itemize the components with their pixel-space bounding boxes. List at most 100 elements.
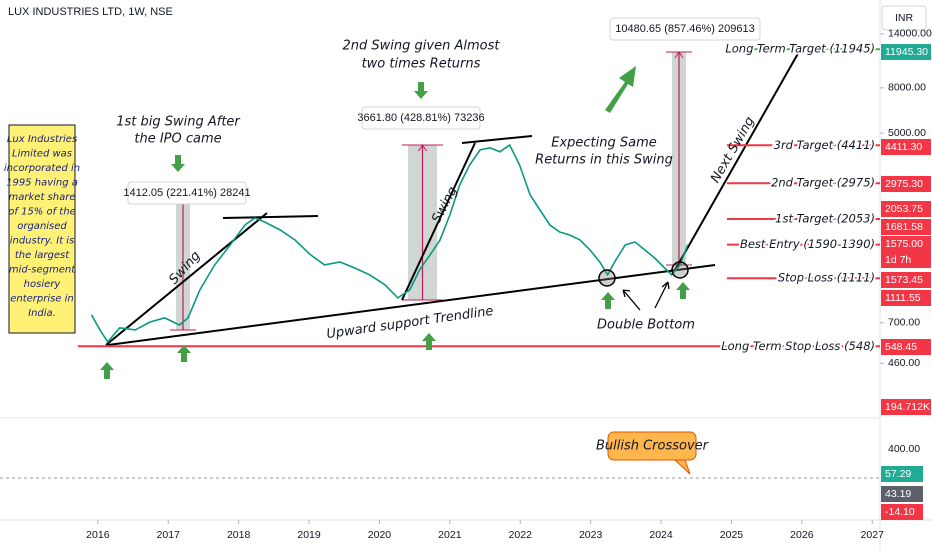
up-arrow (100, 362, 114, 379)
trendline (107, 264, 716, 346)
level-label: Best Entry (1590-1390) (740, 237, 875, 251)
info-line: market share (9, 192, 76, 203)
x-tick-label: 2018 (227, 529, 251, 541)
info-line: of 15% of the (8, 207, 75, 218)
bottom-marker (671, 261, 689, 279)
measure-box (127, 181, 247, 205)
info-line: the largest (15, 250, 70, 261)
price-box-label: 1681.58 (885, 221, 923, 233)
info-line: Limited was (12, 149, 72, 160)
level-label: Long Term Stop Loss (548) (721, 339, 875, 353)
price-box (881, 139, 931, 155)
info-line: Lux Industries (7, 134, 77, 145)
bottom-marker (598, 269, 616, 287)
price-box (881, 201, 931, 217)
x-tick-label: 2016 (86, 529, 110, 541)
currency[interactable]: INR (895, 12, 914, 24)
y-tick-label: 460.00 (888, 357, 920, 369)
level-label: 3rd Target (4411) (774, 138, 875, 152)
annotation: Returns in this Swing (535, 153, 673, 168)
callout-tail (673, 459, 691, 475)
annotation: the IPO came (134, 132, 221, 147)
trendline (105, 212, 268, 346)
info-line: industry. It is (10, 236, 75, 247)
up-arrow (676, 282, 690, 299)
price-box-label: 1573.45 (885, 274, 923, 286)
currency-button[interactable] (881, 5, 927, 31)
measure-label: 3661.80 (428.81%) 73236 (357, 112, 484, 124)
trendline (222, 215, 319, 219)
macd-box-label: -14.10 (885, 506, 915, 518)
price-box-label: 2975.30 (885, 178, 923, 190)
macd-box (881, 466, 923, 482)
price-box-label: 1575.00 (885, 238, 923, 250)
x-tick-label: 2026 (790, 529, 814, 541)
pointer-arrow (622, 289, 641, 311)
price-box-label: 1d 7h (885, 254, 911, 266)
level-label: 2nd Target (2975) (771, 176, 875, 190)
x-tick-label: 2025 (720, 529, 744, 541)
price-line (90, 143, 689, 344)
annotation: two times Returns (362, 57, 481, 72)
info-line: incorporated in (4, 163, 80, 174)
info-line: enterprise in (10, 294, 74, 305)
big-arrow (605, 66, 636, 113)
price-box-label: 548.45 (885, 341, 917, 353)
down-arrow (171, 155, 185, 172)
annotation: Bullish Crossover (596, 439, 710, 454)
price-box-label: 11945.30 (885, 46, 928, 58)
annotation: Double Bottom (597, 318, 695, 333)
x-tick-label: 2023 (579, 529, 603, 541)
annotation: Expecting Same (551, 136, 657, 151)
price-box (881, 290, 931, 306)
trendline (461, 135, 533, 144)
price-box (881, 272, 931, 288)
x-tick-label: 2024 (649, 529, 673, 541)
macd-box-label: 43.19 (885, 488, 911, 500)
info-line: India. (28, 308, 56, 319)
annotation: 1st big Swing After (116, 115, 241, 130)
macd-tick-label: 400.00 (888, 443, 920, 455)
x-tick-label: 2022 (509, 529, 533, 541)
measure-label: 10480.65 (857.46%) 209613 (615, 23, 754, 35)
measure-box (609, 17, 761, 41)
y-tick-label: 14000.00 (888, 28, 932, 40)
price-box-label: 2053.75 (885, 203, 923, 215)
up-arrow (601, 292, 615, 309)
x-tick-label: 2017 (157, 529, 181, 541)
measure-label: 1412.05 (221.41%) 28241 (123, 187, 250, 199)
y-tick-label: 5000.00 (888, 127, 926, 139)
price-box-label: 4411.30 (885, 141, 922, 153)
price-box (881, 236, 931, 252)
info-line: mid-segment (9, 265, 76, 276)
callout-box (607, 431, 697, 461)
price-box-label: 194.712K (885, 401, 930, 413)
trendline (674, 49, 801, 271)
x-tick-label: 2019 (297, 529, 321, 541)
price-box (881, 252, 931, 268)
chart-title: LUX INDUSTRIES LTD, 1W, NSE (8, 6, 173, 18)
x-tick-label: 2027 (861, 529, 885, 541)
trendline (401, 142, 476, 301)
price-box (881, 399, 931, 415)
y-tick-label: 8000.00 (888, 82, 926, 94)
up-arrow (177, 345, 191, 362)
macd-box (881, 504, 923, 520)
info-box (8, 124, 76, 334)
level-label: Long Term Target (11945) (725, 42, 875, 56)
up-arrow (422, 333, 436, 350)
macd-box-label: 57.29 (885, 468, 911, 480)
info-line: organised (17, 221, 67, 232)
level-label: 1st Target (2053) (775, 211, 875, 225)
info-line: hosiery (24, 279, 62, 290)
price-box-label: 1111.55 (885, 292, 921, 304)
level-label: Stop Loss (1111) (778, 271, 875, 285)
down-arrow (414, 82, 428, 99)
y-tick-label: 700.00 (888, 317, 920, 329)
x-tick-label: 2020 (368, 529, 392, 541)
measure-box (361, 106, 481, 130)
x-tick-label: 2021 (438, 529, 462, 541)
macd-box (881, 486, 923, 502)
info-line: 1995 having a (6, 178, 78, 189)
price-box (881, 219, 931, 235)
